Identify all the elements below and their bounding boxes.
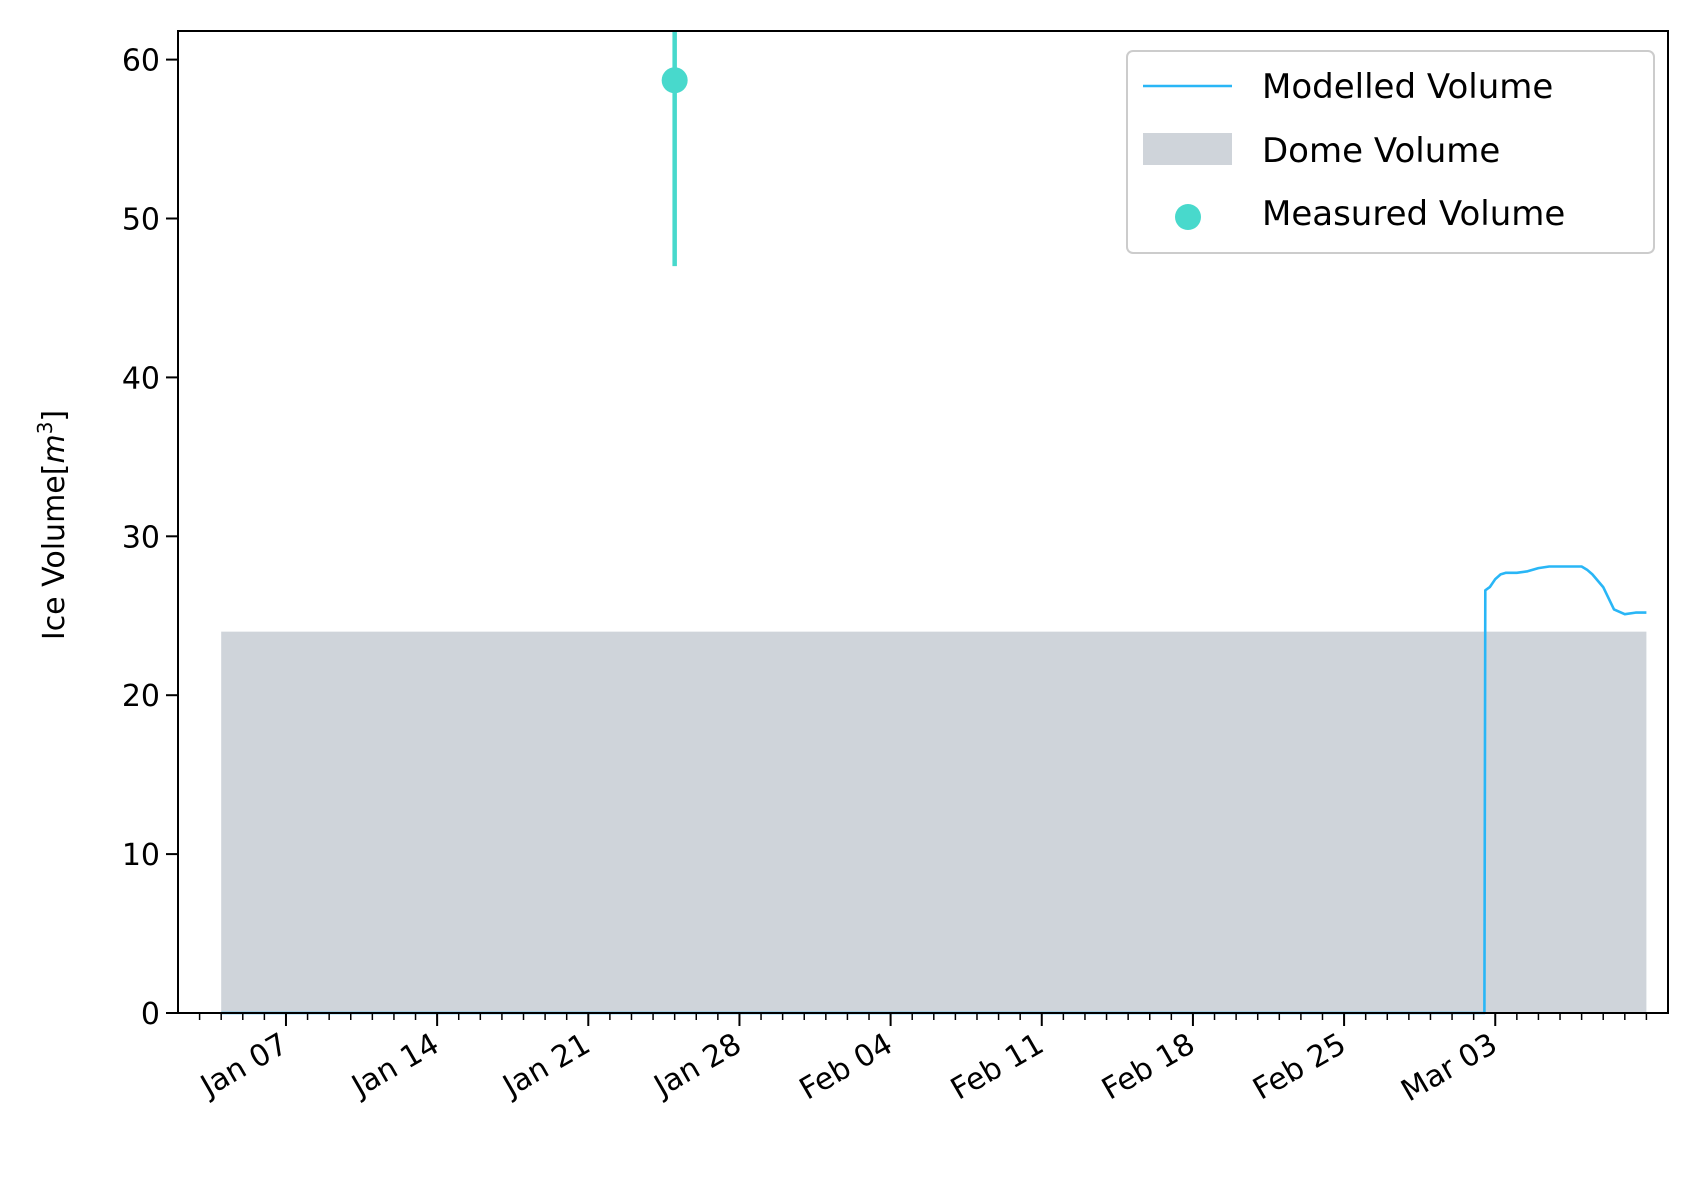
x-tick-label: Feb 04 [794,1027,899,1108]
legend-label: Modelled Volume [1262,67,1553,107]
y-tick-label: 30 [122,520,160,555]
x-tick-label: Mar 03 [1395,1027,1503,1109]
x-tick-label: Feb 25 [1247,1027,1352,1108]
legend: Modelled Volume Dome Volume Measured Volum… [1126,50,1655,254]
y-tick-label: 50 [122,203,160,238]
x-tick-label: Feb 18 [1096,1027,1201,1108]
x-tick-label: Jan 28 [647,1027,748,1105]
legend-box [1126,50,1655,254]
y-tick-label: 10 [122,838,160,873]
modelled-volume-line [221,565,1647,1015]
x-tick-label: Jan 14 [345,1027,446,1105]
y-tick-label: 60 [122,44,160,79]
y-axis-label-text: Ice Volume [37,475,72,640]
x-tick-label: Jan 21 [496,1027,597,1105]
measured-volume-point [661,67,688,94]
axes-frame [177,30,1669,1014]
legend-label: Measured Volume [1262,194,1565,234]
y-axis-label-unit: m [37,434,72,463]
plot-area [221,31,1647,1015]
dome-volume-area [221,631,1647,1013]
y-axis-label: Ice Volume[m3] [33,410,72,640]
legend-label: Dome Volume [1262,131,1500,171]
y-tick-label: 20 [122,679,160,714]
y-axis-label-exponent: 3 [33,422,57,435]
y-tick-label: 0 [141,997,160,1032]
y-tick-label: 40 [122,361,160,396]
x-tick-label: Feb 11 [945,1027,1050,1108]
legend-measured-volume-swatch [1175,204,1201,230]
x-tick-label: Jan 07 [193,1027,294,1105]
legend-dome-volume-swatch [1143,133,1232,165]
